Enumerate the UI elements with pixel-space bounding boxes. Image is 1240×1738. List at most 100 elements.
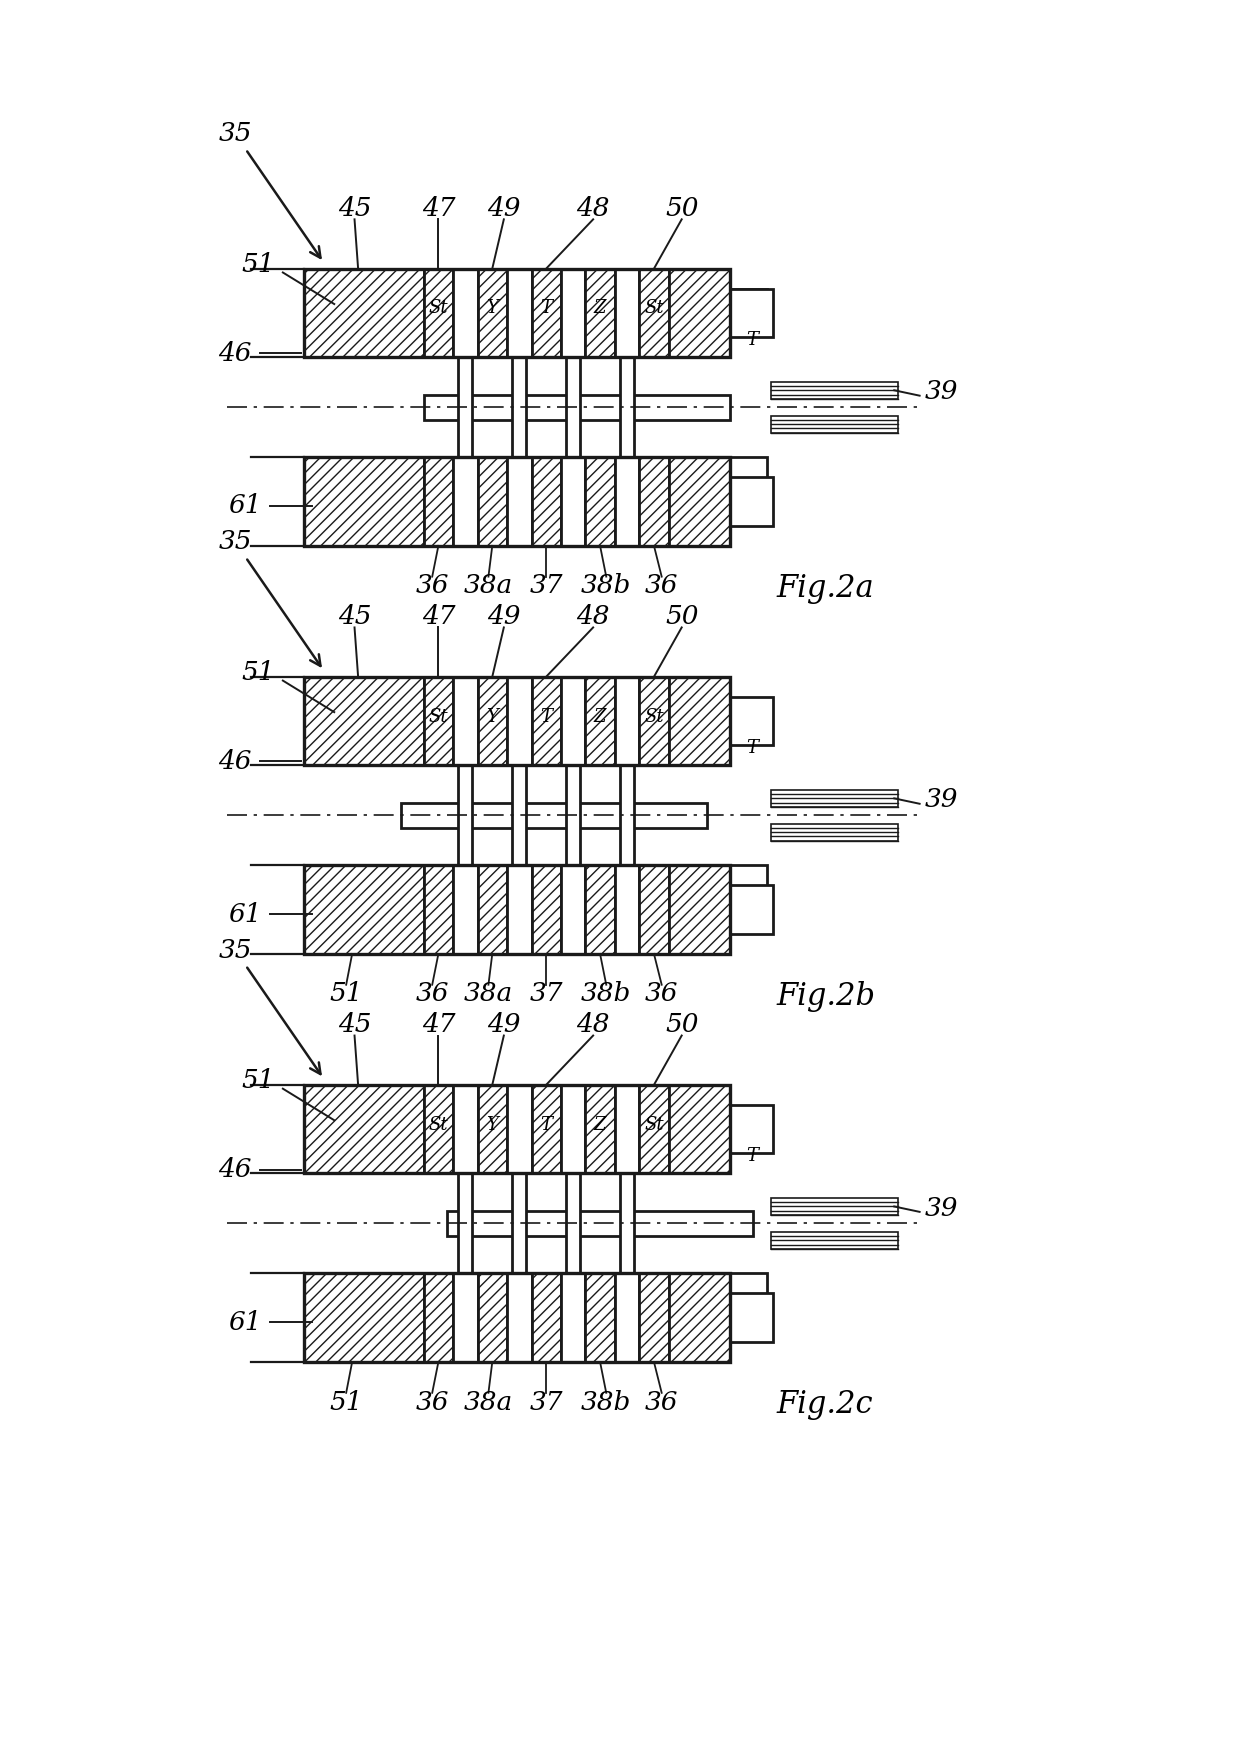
Bar	[453, 457, 477, 546]
Text: 51: 51	[242, 252, 275, 278]
Bar	[304, 676, 424, 765]
Bar	[620, 1173, 634, 1274]
Bar	[453, 866, 477, 954]
Text: Z: Z	[594, 1116, 606, 1133]
Bar	[532, 676, 560, 765]
Bar	[585, 269, 615, 358]
Bar	[730, 1105, 768, 1130]
Bar	[453, 269, 477, 358]
Text: 46: 46	[218, 341, 252, 365]
Text: 38a: 38a	[464, 1390, 513, 1415]
Bar	[453, 676, 477, 765]
Text: 48: 48	[577, 1012, 610, 1038]
Bar	[730, 1105, 774, 1154]
Text: Y: Y	[486, 1116, 498, 1133]
Bar	[771, 1197, 898, 1215]
Bar	[567, 765, 580, 866]
Bar	[477, 676, 507, 765]
Bar	[507, 269, 532, 358]
Text: Fig.2b: Fig.2b	[776, 980, 875, 1012]
Bar	[424, 269, 453, 358]
Text: 37: 37	[529, 574, 563, 598]
Text: 51: 51	[330, 1390, 363, 1415]
Bar	[615, 1085, 640, 1173]
Bar	[585, 457, 615, 546]
Bar	[560, 457, 585, 546]
Text: 49: 49	[487, 605, 521, 629]
Text: 38b: 38b	[582, 574, 631, 598]
Bar	[424, 676, 453, 765]
Text: 37: 37	[529, 982, 563, 1006]
Bar	[730, 885, 774, 933]
Text: Fig.2a: Fig.2a	[776, 572, 874, 603]
Bar	[640, 1085, 668, 1173]
Text: T: T	[745, 739, 758, 758]
Bar	[668, 457, 730, 546]
Bar	[560, 269, 585, 358]
Text: 50: 50	[665, 196, 698, 221]
Bar	[424, 395, 730, 419]
Text: 36: 36	[415, 1390, 449, 1415]
Text: Y: Y	[486, 299, 498, 318]
Text: 49: 49	[487, 196, 521, 221]
Bar	[304, 1274, 730, 1363]
Text: 35: 35	[218, 530, 320, 666]
Bar	[771, 789, 898, 806]
Bar	[668, 866, 730, 954]
Bar	[668, 676, 730, 765]
Bar	[459, 765, 472, 866]
Text: 45: 45	[337, 196, 371, 221]
Bar	[771, 824, 898, 841]
Bar	[615, 866, 640, 954]
Bar	[453, 1274, 477, 1363]
Text: St: St	[644, 707, 663, 725]
Text: T: T	[541, 1116, 552, 1133]
Text: 51: 51	[242, 660, 275, 685]
Bar	[640, 1274, 668, 1363]
Bar	[567, 358, 580, 457]
Text: 36: 36	[415, 574, 449, 598]
Text: 36: 36	[415, 982, 449, 1006]
Text: T: T	[541, 707, 552, 725]
Bar	[507, 676, 532, 765]
Bar	[585, 866, 615, 954]
Bar	[640, 457, 668, 546]
Bar	[507, 1085, 532, 1173]
Bar	[730, 1274, 768, 1297]
Bar	[304, 866, 424, 954]
Text: 39: 39	[925, 379, 959, 405]
Bar	[304, 1085, 424, 1173]
Bar	[507, 457, 532, 546]
Bar	[560, 1274, 585, 1363]
Text: 38b: 38b	[582, 982, 631, 1006]
Text: St: St	[429, 1116, 448, 1133]
Bar	[730, 457, 768, 481]
Text: 50: 50	[665, 1012, 698, 1038]
Bar	[730, 697, 768, 721]
Text: T: T	[745, 332, 758, 349]
Bar	[771, 382, 898, 398]
Bar	[532, 457, 560, 546]
Bar	[640, 269, 668, 358]
Text: 38b: 38b	[582, 1390, 631, 1415]
Text: 61: 61	[228, 902, 262, 926]
Bar	[771, 1232, 898, 1250]
Bar	[512, 1173, 526, 1274]
Bar	[615, 269, 640, 358]
Bar	[640, 676, 668, 765]
Bar	[424, 1085, 453, 1173]
Bar	[668, 269, 730, 358]
Bar	[532, 1085, 560, 1173]
Bar	[453, 1085, 477, 1173]
Text: 36: 36	[645, 1390, 678, 1415]
Text: 37: 37	[529, 1390, 563, 1415]
Bar	[304, 866, 730, 954]
Bar	[446, 1211, 754, 1236]
Bar	[477, 1274, 507, 1363]
Bar	[459, 1173, 472, 1274]
Text: 61: 61	[228, 1310, 262, 1335]
Bar	[560, 866, 585, 954]
Bar	[615, 457, 640, 546]
Text: 39: 39	[925, 1196, 959, 1220]
Bar	[640, 866, 668, 954]
